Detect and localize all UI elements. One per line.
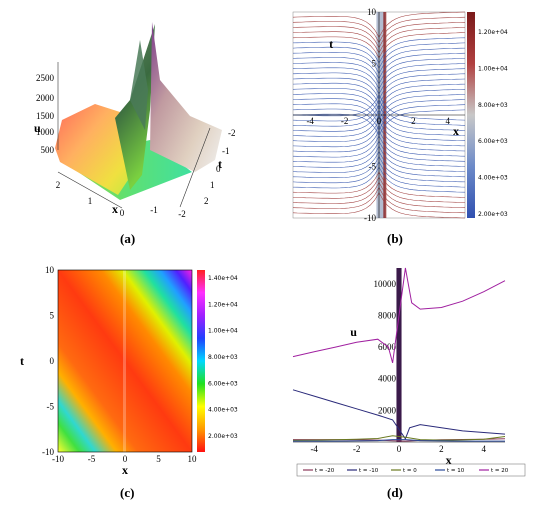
panel-a: 500 1000 1500 2000 2500 2 1 0 -1 -2 -2 -1 0 1 2 u x t (a)	[0, 0, 267, 254]
t-tick-label: -1	[222, 146, 230, 156]
t-tick-label: 0	[216, 164, 221, 174]
colorbar-tick-label: 6.00e+03	[208, 380, 238, 387]
chart-d-lines: -4 -2 0 2 4 10000 8000 6000 4000 2000 x u t = -20 t …	[292, 267, 526, 477]
t-axis-line	[179, 127, 211, 208]
x-tick-label: 10	[188, 454, 198, 464]
x-axis-line	[57, 171, 123, 209]
legend-label: t = 10	[447, 468, 465, 474]
x-tick-label: 0	[120, 208, 125, 218]
y-tick-label: 5	[50, 311, 55, 321]
z-tick-label: 500	[41, 145, 55, 155]
colorbar-c	[197, 270, 205, 452]
y-tick-label: 0	[50, 356, 55, 366]
y-tick-label: -5	[47, 402, 55, 412]
y-axis-label: t	[20, 354, 24, 368]
y-tick-label: 2000	[378, 405, 397, 415]
z-tick-label: 2000	[36, 93, 55, 103]
x-tick-label: -4	[310, 444, 318, 454]
x-tick-label: -10	[52, 454, 64, 464]
x-axis-label: x	[122, 463, 128, 477]
z-tick-label: 1500	[36, 111, 55, 121]
y-axis-label: t	[329, 37, 333, 51]
y-tick-label: 10	[367, 7, 377, 17]
legend-label: t = -10	[359, 468, 379, 474]
legend-label: t = -20	[315, 468, 335, 474]
y-tick-label: 4000	[378, 374, 397, 384]
series-line	[292, 267, 506, 364]
x-tick-label: 0	[123, 454, 128, 464]
chart-b-contour: -4 -2 0 2 4 10 5 -5 -10 x t 1.20e+04 1.00e+04 8.00e+…	[292, 7, 508, 223]
x-tick-label: -2	[353, 444, 361, 454]
colorbar-tick-label: 6.00e+03	[478, 138, 508, 145]
legend-label: t = 0	[403, 468, 417, 474]
x-tick-label: -4	[306, 116, 314, 126]
caption-b: (b)	[387, 231, 403, 246]
panel-d: -4 -2 0 2 4 10000 8000 6000 4000 2000 x u t = -20 t …	[267, 254, 534, 508]
colorbar-tick-label: 2.00e+03	[478, 211, 508, 218]
y-axis-label: u	[350, 325, 357, 339]
surface-spike-back	[130, 40, 148, 130]
x-tick-label: 0	[397, 444, 402, 454]
colorbar-tick-label: 8.00e+03	[208, 354, 238, 361]
caption-a: (a)	[120, 231, 136, 246]
x-axis-label: x	[453, 124, 459, 138]
chart-c-heatmap: -10 -5 0 5 10 10 5 0 -5 -10 x t 1.40e+04 1.20e+04 1.0…	[20, 265, 238, 477]
colorbar-tick-label: 2.00e+03	[208, 433, 238, 440]
legend-label: t = 20	[491, 468, 509, 474]
x-tick-label: 2	[56, 180, 61, 190]
y-tick-label: -5	[369, 162, 377, 172]
y-tick-label: 10000	[374, 279, 397, 289]
x-tick-label: 4	[482, 444, 487, 454]
y-tick-label: 5	[372, 59, 377, 69]
y-tick-label: -10	[42, 447, 54, 457]
y-tick-label: -10	[364, 213, 376, 223]
x-tick-label: 1	[88, 196, 93, 206]
colorbar-tick-label: 1.40e+04	[208, 275, 238, 282]
x-tick-label: -2	[178, 209, 186, 219]
x-tick-label: -1	[150, 205, 158, 215]
x-tick-label: -5	[88, 454, 96, 464]
t-tick-label: 2	[204, 196, 209, 206]
surface-right-face	[150, 22, 222, 172]
z-tick-label: 2500	[36, 73, 55, 83]
t-axis-label: t	[218, 157, 222, 171]
x-axis-label: x	[446, 453, 452, 467]
colorbar-tick-label: 1.20e+04	[208, 301, 238, 308]
panel-c: -10 -5 0 5 10 10 5 0 -5 -10 x t 1.40e+04 1.20e+04 1.0…	[0, 254, 267, 508]
colorbar-b	[467, 12, 475, 218]
y-tick-label: 10	[45, 265, 55, 275]
y-tick-label: 8000	[378, 310, 397, 320]
colorbar-tick-label: 4.00e+03	[208, 407, 238, 414]
x-tick-label: 5	[156, 454, 161, 464]
x-axis-label: x	[112, 202, 118, 216]
series-line	[293, 439, 505, 442]
t-tick-label: -2	[228, 128, 236, 138]
caption-c: (c)	[120, 485, 135, 500]
colorbar-tick-label: 1.20e+04	[478, 29, 508, 36]
z-tick-label: 1000	[36, 127, 55, 137]
x-tick-label: 4	[446, 116, 451, 126]
x-tick-label: 0	[377, 116, 382, 126]
z-axis-label: u	[34, 121, 41, 135]
panel-b: -4 -2 0 2 4 10 5 -5 -10 x t 1.20e+04 1.00e+04 8.00e+…	[267, 0, 534, 254]
plot-c-frame	[57, 269, 193, 453]
heatmap-c-seam	[123, 270, 126, 452]
x-tick-label: 2	[439, 444, 444, 454]
singular-spike	[396, 268, 402, 442]
y-tick-label: 6000	[378, 342, 397, 352]
series-line	[292, 389, 506, 440]
caption-d: (d)	[387, 485, 403, 500]
colorbar-tick-label: 1.00e+04	[208, 328, 238, 335]
colorbar-tick-label: 1.00e+04	[478, 65, 508, 72]
surface-left-face	[55, 104, 128, 195]
t-tick-label: 1	[210, 180, 215, 190]
heatmap-c-field	[58, 270, 192, 452]
colorbar-tick-label: 8.00e+03	[478, 102, 508, 109]
x-tick-label: 2	[411, 116, 416, 126]
x-tick-label: -2	[341, 116, 349, 126]
legend-d	[296, 463, 526, 477]
colorbar-tick-label: 4.00e+03	[478, 175, 508, 182]
series-line	[292, 435, 506, 441]
